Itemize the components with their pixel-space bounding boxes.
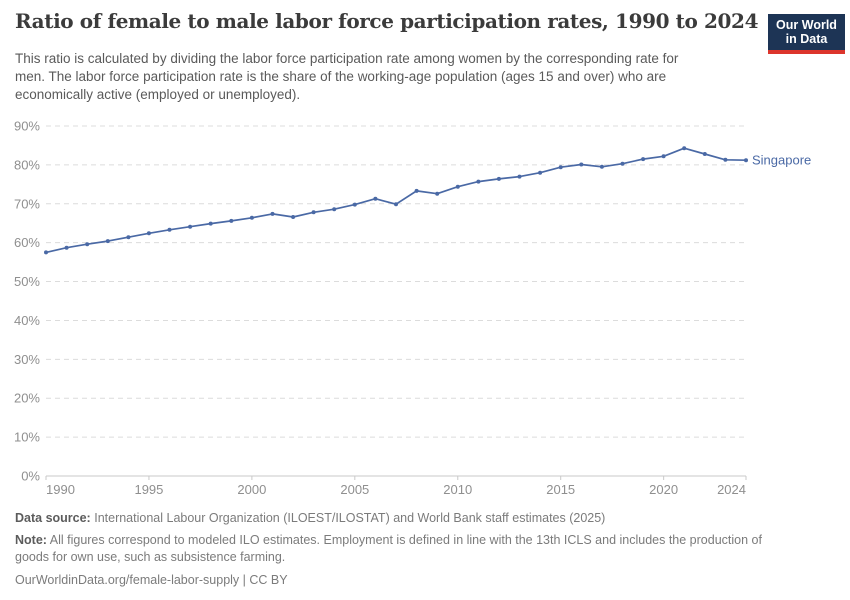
data-point[interactable] [682, 146, 687, 151]
chart-subtitle-line: This ratio is calculated by dividing the… [15, 51, 679, 66]
chart-url-link[interactable]: OurWorldinData.org/female-labor-supply |… [15, 573, 288, 587]
y-tick-label: 40% [14, 313, 40, 328]
data-point[interactable] [394, 202, 398, 207]
data-point[interactable] [476, 179, 481, 184]
owid-logo-line2: in Data [785, 32, 828, 46]
y-tick-label: 70% [14, 196, 40, 211]
series-label[interactable]: Singapore [752, 153, 811, 168]
data-point[interactable] [496, 176, 501, 181]
data-point[interactable] [414, 188, 419, 193]
note-line: Note: All figures correspond to modeled … [15, 532, 762, 566]
data-point[interactable] [332, 207, 337, 212]
data-point[interactable] [579, 162, 584, 167]
note-label: Note: [15, 533, 47, 547]
data-point[interactable] [620, 161, 625, 166]
data-point[interactable] [64, 245, 69, 250]
y-tick-label: 20% [14, 391, 40, 406]
data-point[interactable] [188, 224, 193, 229]
y-tick-label: 50% [14, 274, 40, 289]
data-point[interactable] [723, 157, 728, 162]
y-tick-label: 60% [14, 235, 40, 250]
data-point[interactable] [229, 218, 234, 223]
data-point[interactable] [249, 215, 254, 220]
data-source-line: Data source: International Labour Organi… [15, 510, 762, 527]
data-point[interactable] [270, 211, 275, 216]
data-point[interactable] [641, 157, 646, 162]
data-point[interactable] [517, 174, 522, 179]
data-point[interactable] [352, 202, 357, 207]
x-tick-label: 1990 [46, 482, 75, 497]
x-tick-label: 1995 [134, 482, 163, 497]
note-text-line1: All figures correspond to modeled ILO es… [49, 533, 762, 547]
chart-footer: Data source: International Labour Organi… [15, 510, 762, 589]
data-point[interactable] [373, 196, 378, 201]
series-line[interactable] [45, 147, 747, 254]
line-chart: 0% 10% 20% 30% 40% 50% 60% 70% 80% 90% 1990 1995 200… [14, 119, 811, 498]
data-point[interactable] [208, 221, 213, 226]
x-tick-label: 2005 [340, 482, 369, 497]
data-point[interactable] [126, 235, 131, 240]
data-point[interactable] [435, 191, 440, 196]
data-source-text: International Labour Organization (ILOES… [94, 511, 606, 525]
y-tick-label: 30% [14, 352, 40, 367]
data-point[interactable] [167, 227, 172, 232]
data-point[interactable] [291, 215, 296, 219]
data-point[interactable] [455, 184, 460, 189]
note-text-line2: goods for own use, such as subsistence f… [15, 550, 286, 564]
y-tick-label: 0% [21, 469, 40, 484]
chart-subtitle-line: economically active (employed or unemplo… [15, 87, 301, 102]
x-tick-label: 2010 [443, 482, 472, 497]
chart-subtitle: This ratio is calculated by dividing the… [15, 50, 678, 104]
data-point[interactable] [599, 164, 604, 169]
data-point[interactable] [558, 165, 563, 170]
data-point[interactable] [538, 170, 543, 175]
x-tick-label: 2000 [237, 482, 266, 497]
owid-logo: Our World in Data [768, 14, 845, 54]
chart-subtitle-line: men. The labor force participation rate … [15, 69, 667, 84]
page-title: Ratio of female to male labor force part… [15, 9, 759, 33]
data-point[interactable] [661, 154, 666, 159]
x-tick-label: 2024 [717, 482, 746, 497]
data-source-label: Data source: [15, 511, 91, 525]
data-point[interactable] [105, 239, 110, 244]
data-point[interactable] [146, 231, 151, 236]
data-point[interactable] [311, 210, 316, 215]
data-point[interactable] [744, 158, 748, 163]
y-tick-label: 90% [14, 119, 40, 134]
data-point[interactable] [44, 250, 48, 255]
y-tick-label: 80% [14, 157, 40, 172]
y-tick-label: 10% [14, 430, 40, 445]
x-tick-label: 2015 [546, 482, 575, 497]
x-tick-label: 2020 [649, 482, 678, 497]
data-point[interactable] [702, 152, 707, 156]
owid-logo-line1: Our World [776, 18, 837, 32]
data-point[interactable] [85, 242, 90, 247]
